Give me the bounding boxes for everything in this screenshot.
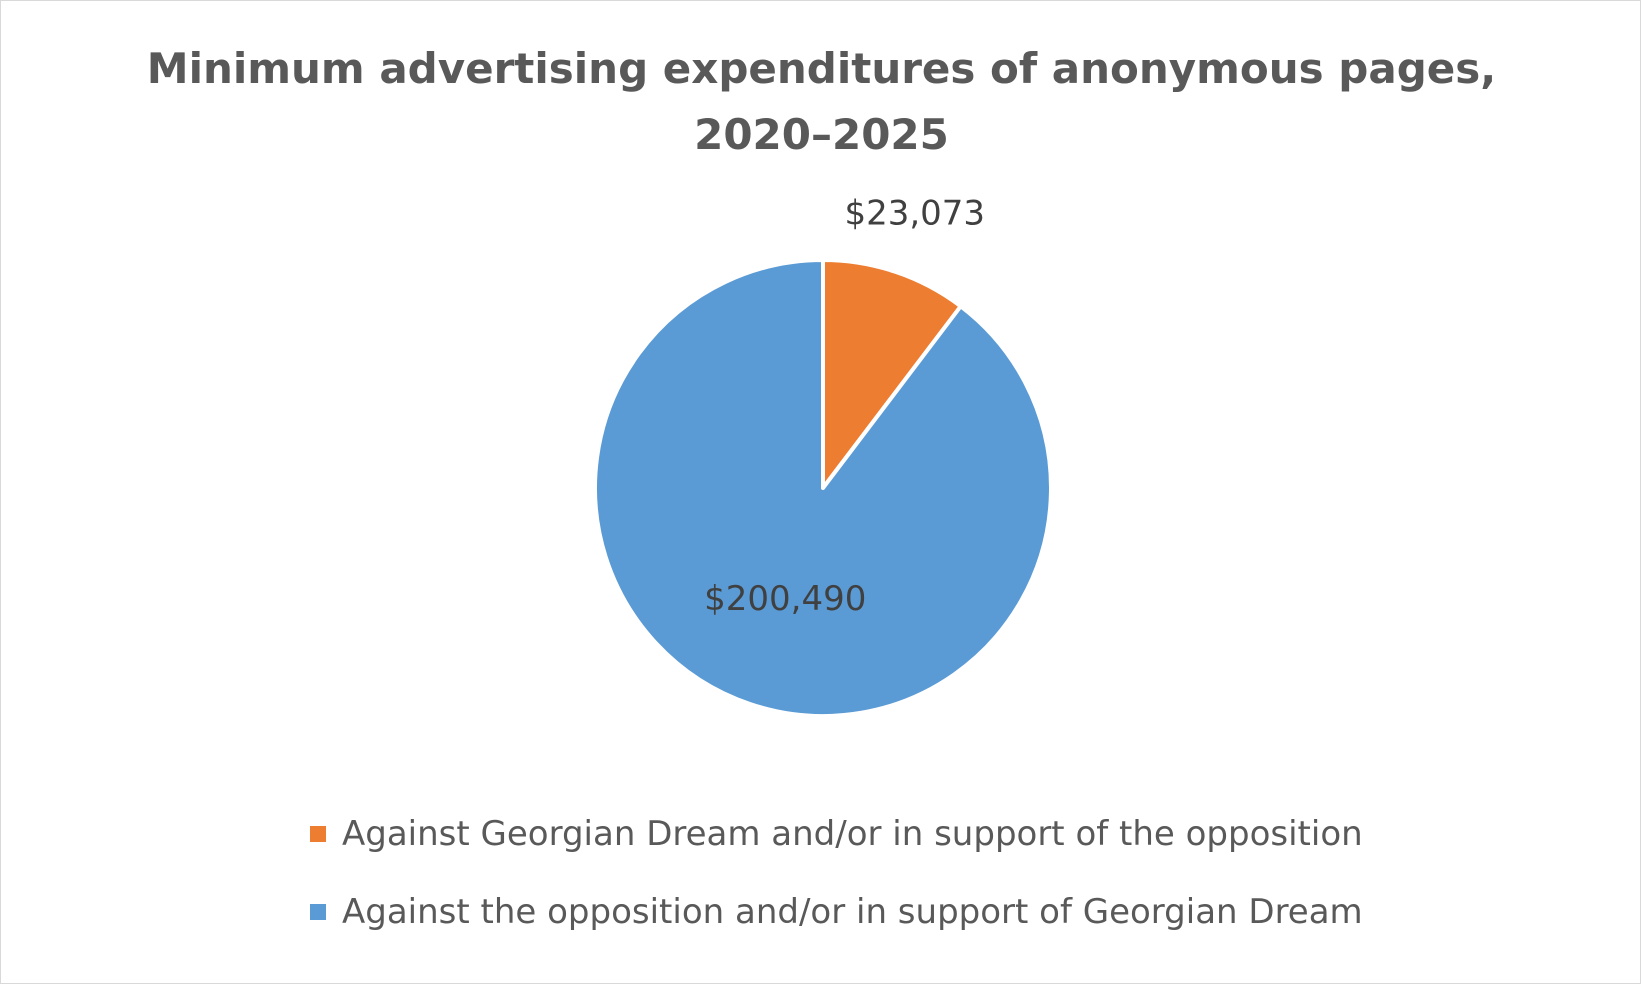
legend-swatch-orange <box>310 826 326 842</box>
legend-label: Against Georgian Dream and/or in support… <box>342 814 1363 854</box>
legend-swatch-blue <box>310 904 326 920</box>
data-label-against-opposition: $200,490 <box>704 579 866 619</box>
chart-title: Minimum advertising expenditures of anon… <box>0 36 1643 168</box>
data-label-against-georgian-dream: $23,073 <box>844 194 985 234</box>
chart-title-line-1: Minimum advertising expenditures of anon… <box>146 44 1497 93</box>
legend-item-against-opposition: Against the opposition and/or in support… <box>310 890 1363 934</box>
legend-label: Against the opposition and/or in support… <box>342 892 1363 932</box>
chart-legend: Against Georgian Dream and/or in support… <box>310 812 1363 968</box>
pie-slices <box>593 258 1053 718</box>
chart-title-line-2: 2020–2025 <box>694 110 949 159</box>
pie-slice-against-georgian-dream <box>821 258 963 490</box>
pie-slice-against-opposition <box>593 258 1053 718</box>
legend-item-against-georgian-dream: Against Georgian Dream and/or in support… <box>310 812 1363 856</box>
pie-data-labels: $23,073 $200,490 <box>704 194 985 619</box>
